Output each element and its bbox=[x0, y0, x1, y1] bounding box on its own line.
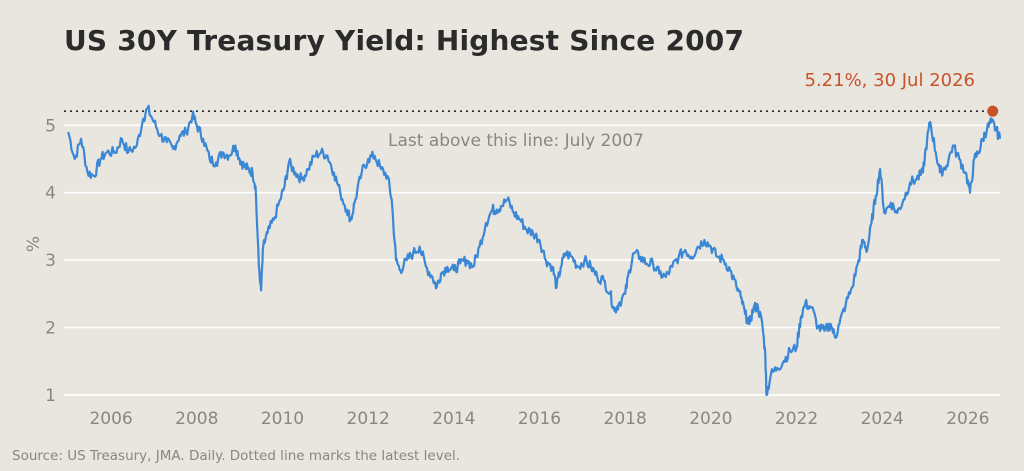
x-tick-label: 2016 bbox=[518, 409, 561, 429]
x-tick-label: 2026 bbox=[946, 409, 989, 429]
x-tick-label: 2012 bbox=[347, 409, 390, 429]
chart-title: US 30Y Treasury Yield: Highest Since 200… bbox=[64, 24, 745, 57]
series-group bbox=[67, 104, 1002, 396]
x-tick-label: 2006 bbox=[89, 409, 132, 429]
yield-series-line bbox=[67, 104, 1002, 396]
reference-annotation: Last above this line: July 2007 bbox=[388, 131, 644, 151]
x-tick-label: 2024 bbox=[861, 409, 904, 429]
x-tick-label: 2020 bbox=[689, 409, 732, 429]
axis-labels: 1 2 3 4 5 2006 2008 2010 2012 2014 2016 2018 2020 202… bbox=[45, 116, 989, 429]
gridlines bbox=[64, 124, 1000, 396]
x-tick-label: 2014 bbox=[432, 409, 475, 429]
source-note: Source: US Treasury, JMA. Daily. Dotted … bbox=[12, 448, 461, 464]
x-tick-label: 2022 bbox=[775, 409, 818, 429]
y-tick-label: 1 bbox=[45, 386, 56, 406]
y-tick-label: 2 bbox=[45, 319, 56, 339]
latest-point-marker bbox=[987, 105, 999, 117]
x-tick-label: 2008 bbox=[175, 409, 218, 429]
x-tick-label: 2010 bbox=[261, 409, 304, 429]
y-tick-label: 5 bbox=[45, 116, 56, 136]
y-axis-label: % bbox=[24, 236, 44, 252]
y-tick-label: 3 bbox=[45, 251, 56, 271]
latest-value-label: 5.21%, 30 Jul 2026 bbox=[805, 70, 976, 91]
y-tick-label: 4 bbox=[45, 184, 56, 204]
x-tick-label: 2018 bbox=[604, 409, 647, 429]
